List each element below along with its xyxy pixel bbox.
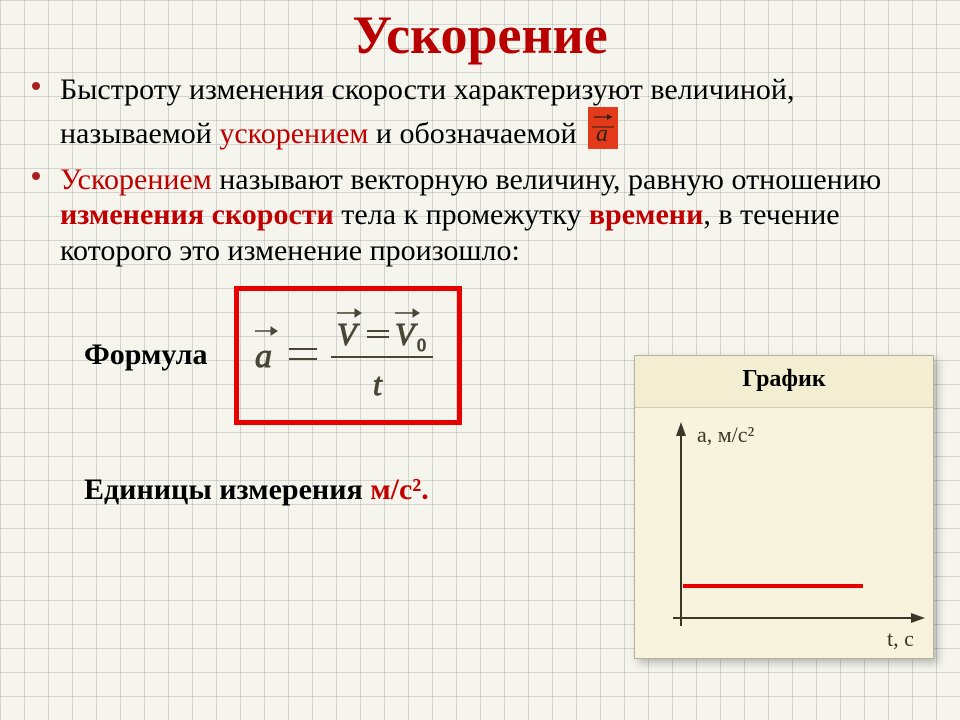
units-pre: Единицы измерения bbox=[84, 473, 370, 506]
f-a: a bbox=[255, 338, 272, 375]
b2-s5: времени bbox=[589, 198, 704, 231]
units-val: м/с². bbox=[370, 473, 429, 506]
bullet-1-text: Быстроту изменения скорости характеризую… bbox=[60, 72, 930, 152]
graph-x-label: t, с bbox=[887, 626, 914, 651]
graph-y-label: a, м/с² bbox=[697, 422, 755, 447]
b1-em: ускорением bbox=[219, 117, 368, 150]
graph-card: График a, м/с² t, с bbox=[634, 355, 934, 659]
bullet-dot-icon bbox=[32, 82, 40, 90]
bullet-2-text: Ускорением называют векторную величину, … bbox=[60, 162, 930, 268]
graph-body: a, м/с² t, с bbox=[635, 408, 933, 658]
graph-svg: a, м/с² t, с bbox=[635, 408, 935, 658]
page-title: Ускорение bbox=[0, 0, 960, 66]
graph-title: График bbox=[635, 356, 933, 408]
b2-s4: тела к промежутку bbox=[334, 198, 589, 231]
a-vector-badge: a bbox=[588, 107, 618, 149]
f-t: t bbox=[373, 366, 383, 402]
bullet-2: Ускорением называют векторную величину, … bbox=[60, 162, 930, 268]
bullet-1: Быстроту изменения скорости характеризую… bbox=[60, 72, 930, 152]
formula-label: Формула bbox=[84, 338, 208, 372]
f-V: V bbox=[337, 316, 360, 352]
formula-box: a V V 0 bbox=[234, 286, 462, 425]
b2-s3: изменения скорости bbox=[60, 198, 334, 231]
svg-text:a: a bbox=[596, 121, 608, 147]
formula-svg: a V V 0 bbox=[249, 301, 439, 405]
bullet-dot-icon bbox=[32, 172, 40, 180]
f-V0: V bbox=[395, 316, 418, 352]
b2-s1: Ускорением bbox=[60, 163, 212, 196]
b2-s2: называют векторную величину, равную отно… bbox=[212, 163, 881, 196]
b1-post: и обозначаемой bbox=[368, 117, 584, 150]
f-sub0: 0 bbox=[417, 335, 426, 355]
